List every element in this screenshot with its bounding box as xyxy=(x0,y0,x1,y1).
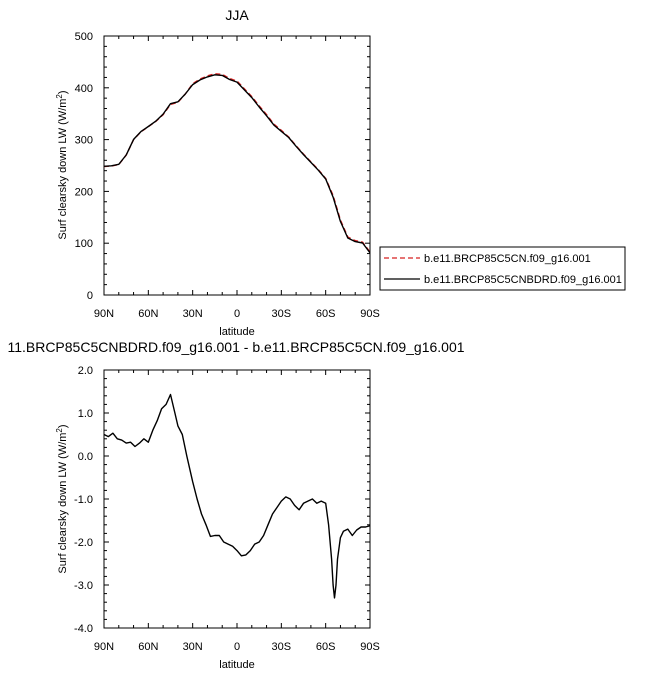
bottom-x-tick-label: 90S xyxy=(360,641,380,653)
legend-box xyxy=(379,246,626,291)
bottom-x-tick-label: 0 xyxy=(234,641,240,653)
bottom-y-tick-label: 2.0 xyxy=(78,365,93,377)
top-y-tick-label: 500 xyxy=(75,31,93,43)
legend-label-series-1: b.e11.BRCP85C5CN.f09_g16.001 xyxy=(424,253,591,265)
top-y-tick-label: 300 xyxy=(75,135,93,147)
bottom-x-tick-label: 30N xyxy=(183,641,203,653)
bottom-x-tick-label: 60N xyxy=(138,641,158,653)
top-chart: JJA 90N 60N 30N 0 30S 60S 90S 0 100 200 300 400 500… xyxy=(55,7,380,338)
bottom-y-tick-label: -1.0 xyxy=(74,494,93,506)
top-x-tick-label: 60N xyxy=(138,308,158,320)
top-y-axis-title: Surf clearsky down LW (W/m2) xyxy=(55,90,69,239)
top-y-tick-label: 400 xyxy=(75,83,93,95)
bottom-x-tick-label: 60S xyxy=(316,641,336,653)
top-y-tick-label: 0 xyxy=(87,290,93,302)
bottom-y-tick-label: -3.0 xyxy=(74,580,93,592)
top-series-line-2 xyxy=(103,74,371,254)
top-x-tick-label: 90N xyxy=(94,308,114,320)
top-chart-title: JJA xyxy=(225,7,249,23)
bottom-series-line-1 xyxy=(103,393,371,599)
bottom-y-tick-label: -4.0 xyxy=(74,623,93,635)
bottom-y-tick-label: 0.0 xyxy=(78,451,93,463)
bottom-x-tick-label: 90N xyxy=(94,641,114,653)
top-x-tick-label: 60S xyxy=(316,308,336,320)
bottom-chart: 11.BRCP85C5CNBDRD.f09_g16.001 - b.e11.BR… xyxy=(7,339,464,671)
bottom-x-axis-title: latitude xyxy=(219,659,254,671)
top-x-tick-label: 30S xyxy=(272,308,292,320)
bottom-y-tick-label: 1.0 xyxy=(78,408,93,420)
bottom-plot-frame xyxy=(103,369,371,629)
top-x-axis-title: latitude xyxy=(219,326,254,338)
top-y-tick-label: 200 xyxy=(75,186,93,198)
top-y-tick-label: 100 xyxy=(75,238,93,250)
top-x-tick-label: 90S xyxy=(360,308,380,320)
bottom-y-tick-label: -2.0 xyxy=(74,537,93,549)
legend-label-series-2: b.e11.BRCP85C5CNBDRD.f09_g16.001 xyxy=(424,274,622,286)
top-plot-frame xyxy=(103,35,371,296)
top-x-tick-label: 30N xyxy=(183,308,203,320)
legend: b.e11.BRCP85C5CN.f09_g16.001 b.e11.BRCP8… xyxy=(379,246,626,291)
top-x-tick-label: 0 xyxy=(234,308,240,320)
bottom-x-tick-label: 30S xyxy=(272,641,292,653)
top-series-line-1 xyxy=(103,73,371,253)
bottom-y-axis-title: Surf clearsky down LW (W/m2) xyxy=(55,424,69,573)
bottom-chart-title: 11.BRCP85C5CNBDRD.f09_g16.001 - b.e11.BR… xyxy=(7,339,464,355)
